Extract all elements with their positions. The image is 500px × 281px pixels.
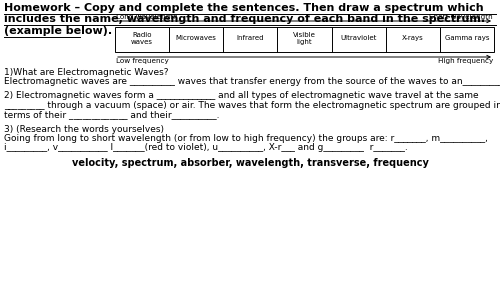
Text: Long wavelength: Long wavelength [116, 15, 178, 21]
Text: High frequency: High frequency [438, 58, 493, 64]
Text: 2) Electromagnetic waves form a _____________ and all types of electromagnetic w: 2) Electromagnetic waves form a ________… [4, 92, 478, 101]
Text: Going from long to short wavelength (or from low to high frequency) the groups a: Going from long to short wavelength (or … [4, 134, 488, 143]
Text: velocity, spectrum, absorber, wavelength, transverse, frequency: velocity, spectrum, absorber, wavelength… [72, 157, 428, 167]
Text: Infrared: Infrared [236, 35, 264, 41]
Text: terms of their _____________ and their__________.: terms of their _____________ and their__… [4, 110, 220, 119]
Text: (example below).: (example below). [4, 26, 112, 36]
Text: 1)What are Electromagnetic Waves?: 1)What are Electromagnetic Waves? [4, 68, 168, 77]
Text: 3) (Research the words yourselves): 3) (Research the words yourselves) [4, 124, 164, 133]
Text: i_________, v___________ l_______(red to violet), u__________, X-r___ and g_____: i_________, v___________ l_______(red to… [4, 144, 408, 153]
Text: Radio
waves: Radio waves [131, 32, 153, 45]
Text: Electromagnetic waves are __________ waves that transfer energy from the source : Electromagnetic waves are __________ wav… [4, 78, 500, 87]
Text: Microwaves: Microwaves [176, 35, 216, 41]
Text: X-rays: X-rays [402, 35, 423, 41]
Text: Visible
light: Visible light [293, 32, 316, 45]
Text: _________ through a vacuum (space) or air. The waves that form the electromagnet: _________ through a vacuum (space) or ai… [4, 101, 500, 110]
Text: Short wavelength: Short wavelength [430, 15, 493, 21]
Text: Homework – Copy and complete the sentences. Then draw a spectrum which: Homework – Copy and complete the sentenc… [4, 3, 484, 13]
Text: includes the name, wavelength and frequency of each band in the spectrum.: includes the name, wavelength and freque… [4, 15, 485, 24]
Text: Gamma rays: Gamma rays [444, 35, 489, 41]
Text: Low frequency: Low frequency [116, 58, 169, 64]
Bar [115, 26, 494, 52]
Text: Ultraviolet: Ultraviolet [340, 35, 377, 41]
